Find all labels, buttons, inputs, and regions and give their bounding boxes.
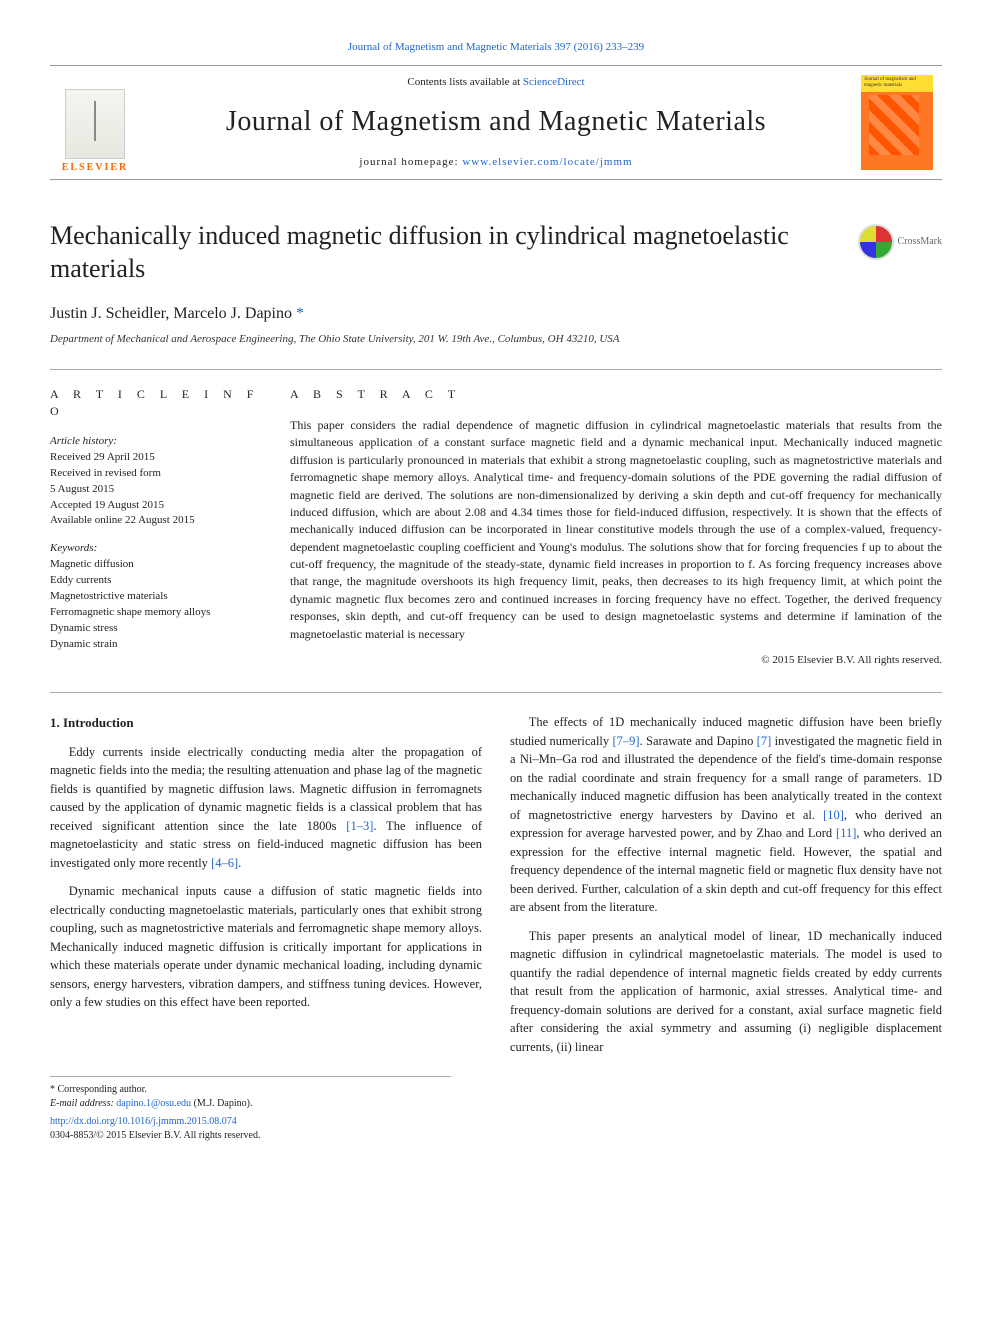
journal-cover: Journal of magnetism and magnetic materi… bbox=[852, 66, 942, 179]
keywords: Keywords: Magnetic diffusion Eddy curren… bbox=[50, 541, 260, 653]
abstract-text: This paper considers the radial dependen… bbox=[290, 417, 942, 643]
top-citation-text: 397 (2016) 233–239 bbox=[554, 41, 644, 53]
divider bbox=[50, 692, 942, 693]
crossmark-icon bbox=[858, 224, 894, 260]
elsevier-label: ELSEVIER bbox=[62, 161, 129, 175]
crossmark[interactable]: CrossMark bbox=[858, 224, 942, 260]
contents-line: Contents lists available at ScienceDirec… bbox=[140, 75, 852, 90]
article-info-label: A R T I C L E I N F O bbox=[50, 386, 260, 420]
email-link[interactable]: dapino.1@osu.edu bbox=[116, 1098, 191, 1109]
article-title: Mechanically induced magnetic diffusion … bbox=[50, 220, 838, 285]
homepage-line: journal homepage: www.elsevier.com/locat… bbox=[140, 155, 852, 170]
elsevier-tree-icon bbox=[65, 89, 125, 159]
footnote: * Corresponding author. E-mail address: … bbox=[50, 1076, 451, 1111]
abstract-copyright: © 2015 Elsevier B.V. All rights reserved… bbox=[290, 653, 942, 668]
crossmark-label: CrossMark bbox=[898, 235, 942, 249]
article-history: Article history: Received 29 April 2015 … bbox=[50, 434, 260, 530]
corresponding-mark[interactable]: * bbox=[296, 305, 304, 322]
journal-title: Journal of Magnetism and Magnetic Materi… bbox=[140, 102, 852, 141]
sciencedirect-link[interactable]: ScienceDirect bbox=[523, 76, 585, 88]
issn-line: 0304-8853/© 2015 Elsevier B.V. All right… bbox=[50, 1129, 942, 1143]
ref-link[interactable]: [4–6] bbox=[211, 856, 238, 870]
elsevier-logo: ELSEVIER bbox=[50, 66, 140, 179]
top-citation: Journal of Magnetism and Magnetic Materi… bbox=[50, 40, 942, 55]
corresponding-author-note: * Corresponding author. bbox=[50, 1083, 451, 1097]
ref-link[interactable]: [10] bbox=[823, 808, 844, 822]
journal-cover-icon: Journal of magnetism and magnetic materi… bbox=[861, 75, 933, 170]
authors: Justin J. Scheidler, Marcelo J. Dapino * bbox=[50, 303, 942, 325]
divider bbox=[50, 369, 942, 370]
top-journal-link[interactable]: Journal of Magnetism and Magnetic Materi… bbox=[348, 41, 552, 53]
homepage-link[interactable]: www.elsevier.com/locate/jmmm bbox=[462, 156, 632, 168]
ref-link[interactable]: [7–9] bbox=[612, 734, 639, 748]
section-heading: 1. Introduction bbox=[50, 713, 482, 732]
ref-link[interactable]: [11] bbox=[836, 826, 856, 840]
journal-header: ELSEVIER Contents lists available at Sci… bbox=[50, 65, 942, 180]
affiliation: Department of Mechanical and Aerospace E… bbox=[50, 332, 942, 347]
ref-link[interactable]: [7] bbox=[757, 734, 772, 748]
ref-link[interactable]: [1–3] bbox=[346, 819, 373, 833]
doi-link[interactable]: http://dx.doi.org/10.1016/j.jmmm.2015.08… bbox=[50, 1116, 237, 1127]
abstract-label: A B S T R A C T bbox=[290, 386, 942, 403]
body-text: 1. Introduction Eddy currents inside ele… bbox=[50, 713, 942, 1056]
